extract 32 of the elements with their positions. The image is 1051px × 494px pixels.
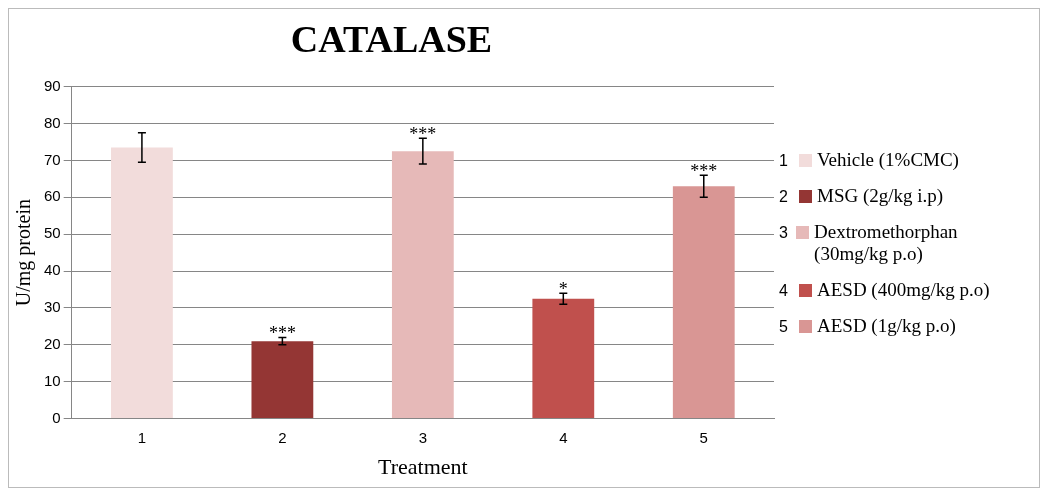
legend-label: AESD (400mg/kg p.o) bbox=[817, 279, 990, 301]
x-tick-label: 2 bbox=[278, 428, 287, 446]
category-label: 3 bbox=[779, 224, 788, 241]
x-axis-title: Treatment bbox=[378, 453, 468, 479]
y-tick-label: 80 bbox=[44, 113, 61, 131]
x-tick-label: 1 bbox=[137, 428, 147, 446]
annotation: *** bbox=[690, 160, 718, 181]
y-axis-title: U/mg protein bbox=[12, 198, 36, 307]
annotation: *** bbox=[268, 323, 296, 344]
y-tick-label: 60 bbox=[44, 187, 61, 205]
legend-label: Vehicle (1%CMC) bbox=[817, 149, 959, 171]
y-tick-label: 20 bbox=[44, 334, 61, 352]
category-label: 5 bbox=[779, 318, 788, 335]
y-tick-label: 40 bbox=[44, 261, 61, 279]
category-label: 4 bbox=[779, 282, 788, 299]
y-tick-label: 0 bbox=[52, 408, 61, 426]
legend-label: Dextromethorphan (30mg/kg p.o) bbox=[814, 221, 959, 265]
category-label: 1 bbox=[779, 152, 788, 169]
category-label: 2 bbox=[779, 188, 788, 205]
annotation: *** bbox=[409, 123, 437, 144]
chart-title: CATALASE bbox=[290, 17, 493, 60]
y-tick-label: 50 bbox=[44, 224, 61, 242]
x-tick-label: 5 bbox=[699, 428, 708, 446]
x-tick-label: 3 bbox=[418, 428, 428, 446]
y-tick-label: 30 bbox=[44, 298, 61, 316]
y-tick-label: 70 bbox=[44, 150, 61, 168]
y-tick-label: 10 bbox=[44, 371, 61, 389]
annotation: * bbox=[558, 278, 568, 299]
legend-label: AESD (1g/kg p.o) bbox=[817, 315, 956, 337]
x-tick-label: 4 bbox=[559, 428, 568, 446]
y-tick-label: 90 bbox=[44, 76, 61, 94]
legend-label: MSG (2g/kg i.p) bbox=[817, 185, 944, 207]
